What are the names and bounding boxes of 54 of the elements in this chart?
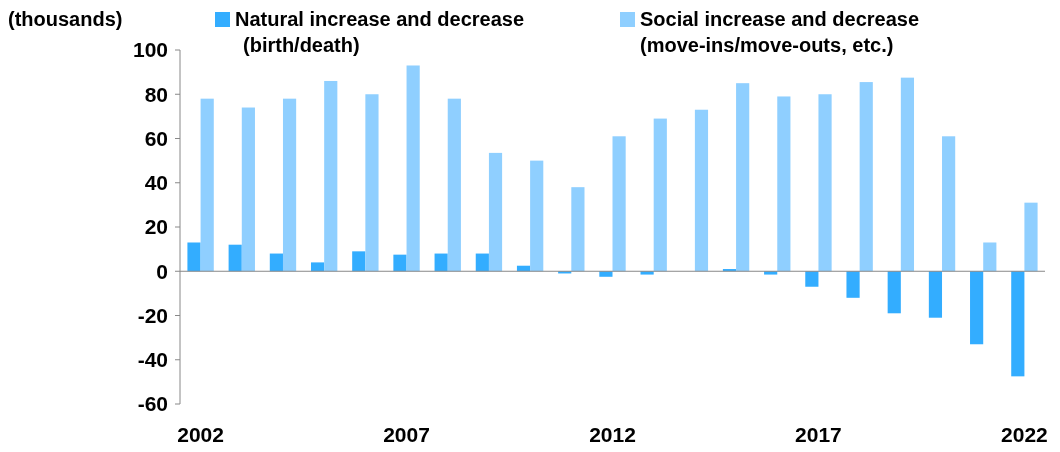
- bar: [228, 244, 242, 272]
- x-tick-label: 2022: [1001, 423, 1048, 446]
- bar: [269, 253, 283, 272]
- bar: [406, 65, 420, 272]
- x-tick-label: 2017: [795, 423, 842, 446]
- bar: [352, 251, 366, 272]
- y-tick-label: -40: [137, 348, 168, 372]
- y-tick-label: 60: [144, 126, 168, 150]
- y-tick-label: 0: [156, 259, 168, 283]
- y-tick-label: 40: [144, 171, 168, 195]
- bar: [694, 109, 709, 272]
- bar: [241, 107, 255, 272]
- bar: [928, 271, 943, 318]
- y-tick-label: -60: [137, 392, 168, 416]
- bar: [282, 98, 297, 272]
- bar: [612, 136, 626, 272]
- bar: [805, 271, 819, 287]
- bar: [818, 94, 832, 272]
- y-tick-label: 100: [132, 38, 168, 62]
- bar: [900, 77, 915, 272]
- bar: [983, 242, 997, 272]
- bar: [365, 94, 379, 272]
- bar: [187, 242, 201, 272]
- y-axis-title: (thousands): [8, 8, 123, 30]
- bar: [653, 118, 667, 272]
- bar: [475, 253, 489, 272]
- y-tick-label: 80: [144, 82, 168, 106]
- bar: [1024, 202, 1038, 272]
- bar: [777, 96, 791, 272]
- bar: [887, 271, 901, 314]
- bar: [434, 253, 448, 272]
- bar: [859, 82, 873, 272]
- bar: [1011, 271, 1025, 377]
- bar: [530, 160, 544, 272]
- bar: [200, 98, 214, 272]
- y-tick-label: 20: [144, 215, 168, 239]
- bar: [310, 262, 325, 272]
- bar: [599, 271, 613, 277]
- bar: [736, 83, 750, 272]
- bar: [447, 98, 461, 272]
- legend-label: Social increase and decrease (move-ins/move-outs, etc.): [640, 8, 920, 56]
- bar: [970, 271, 984, 345]
- x-tick-label: 2002: [177, 423, 224, 446]
- x-tick-label: 2007: [383, 423, 430, 446]
- bar: [846, 271, 860, 298]
- bar: [393, 254, 407, 272]
- bar: [488, 152, 503, 272]
- x-tick-label: 2012: [589, 423, 636, 446]
- bar: [942, 136, 956, 272]
- bar: [571, 187, 585, 272]
- bar: [324, 80, 338, 272]
- legend-label: Natural increase and decrease (birth/death): [235, 8, 525, 56]
- bar: [722, 269, 737, 272]
- y-tick-label: -20: [137, 303, 168, 327]
